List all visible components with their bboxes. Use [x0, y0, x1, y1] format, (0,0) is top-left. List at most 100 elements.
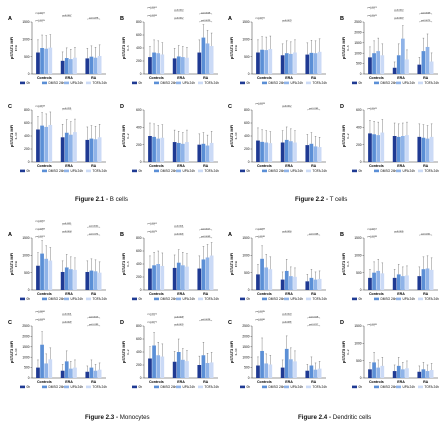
y-axis-unit: IL-2 [346, 133, 350, 139]
error-bar [290, 347, 292, 360]
error-bar [161, 252, 164, 266]
significance-bracket [282, 232, 292, 234]
legend-swatch [374, 385, 379, 389]
bar-dmso-24h [40, 48, 44, 74]
bar-dmso-24h [40, 253, 44, 290]
y-axis-unit: IL-10 [234, 348, 238, 355]
legend-swatch [42, 81, 47, 85]
bar-dmso-24h [284, 139, 289, 162]
error-bar [98, 124, 101, 138]
error-bar [261, 245, 263, 259]
y-axis-label: pSTAT1 MFI [9, 37, 14, 60]
bar-dmso-24h [421, 51, 426, 74]
legend-swatch [306, 297, 311, 301]
category-label: Controls [369, 164, 384, 168]
legend-label: TOFA 24h [313, 385, 328, 389]
error-bar [310, 356, 313, 366]
bar-dmso-24h [309, 143, 314, 162]
bar-dmso-24h [260, 141, 264, 162]
error-bar [41, 34, 43, 48]
bar-tofa-24h [73, 367, 77, 378]
p-value: p=0.0011 [62, 223, 72, 225]
category-label: ERA [397, 164, 405, 168]
bar-tofa-24h [405, 368, 409, 378]
significance-bracket [38, 237, 43, 239]
significance-bracket [174, 317, 184, 319]
bar-dmso-24h [396, 136, 401, 162]
significance-bracket [150, 224, 155, 226]
significance-bracket [87, 325, 100, 327]
p-value: p=0.0015 [89, 316, 99, 318]
legend-swatch [284, 169, 289, 173]
error-bar [281, 43, 284, 56]
bar-upa-24h [313, 279, 318, 290]
significance-bracket [258, 237, 263, 239]
error-bar [373, 261, 375, 273]
bar-upa-24h [156, 53, 161, 74]
error-bar [182, 132, 184, 144]
y-tick-label: 0 [360, 160, 362, 164]
bar-dmso-24h [176, 352, 181, 378]
y-axis-unit: IFNα [234, 44, 238, 51]
y-tick-label: 1500 [242, 345, 249, 349]
significance-bracket [174, 226, 184, 228]
p-value: p=0.0028 [62, 322, 72, 324]
panel-letter: C [228, 104, 232, 110]
significance-bracket [307, 234, 320, 236]
panel-letter: D [340, 104, 344, 110]
bar-upa-24h [425, 268, 430, 290]
legend-swatch [64, 385, 69, 389]
error-bar [65, 254, 68, 268]
bar-tofa-24h [293, 361, 297, 378]
error-bar [94, 259, 97, 272]
p-value: p=0.0019 [394, 18, 404, 20]
bar-tofa-24h [97, 369, 102, 378]
category-label: ERA [177, 380, 185, 384]
error-bar [269, 35, 272, 50]
category-label: ERA [397, 292, 405, 296]
error-bar [290, 128, 292, 142]
panel-letter: B [120, 16, 124, 22]
error-bar [61, 260, 64, 272]
bar-tofa-24h [97, 272, 102, 290]
p-value: p=0.0168 [36, 106, 46, 108]
y-tick-label: 0 [248, 376, 250, 380]
y-tick-label: 600 [136, 33, 142, 37]
y-tick-label: 1500 [354, 236, 361, 240]
error-bar [318, 361, 321, 369]
legend-swatch [64, 169, 69, 173]
error-bar [257, 39, 259, 53]
bar-0h [85, 58, 90, 74]
error-bar [90, 258, 93, 271]
category-label: RA [311, 380, 317, 384]
bar-dmso-24h [89, 270, 94, 290]
category-label: RA [91, 76, 97, 80]
bar-dmso-24h [421, 369, 426, 378]
y-tick-label: 2000 [354, 31, 361, 35]
significance-bracket [150, 322, 155, 324]
bar-upa-24h [425, 46, 430, 74]
significance-bracket [258, 312, 263, 314]
p-value: p=0.0047 [62, 15, 72, 17]
error-bar [74, 359, 76, 368]
bar-dmso-24h [64, 361, 69, 378]
error-bar [41, 331, 43, 345]
category-label: Controls [149, 76, 164, 80]
y-tick-label: 0 [28, 288, 30, 292]
significance-bracket [282, 106, 292, 108]
bar-upa-24h [205, 145, 210, 162]
p-value: p=0.0036 [256, 319, 266, 321]
legend-swatch [132, 385, 137, 389]
bar-tofa-24h [160, 265, 165, 290]
category-label: ERA [397, 380, 405, 384]
y-tick-label: 0 [140, 288, 142, 292]
y-tick-label: 1000 [354, 253, 361, 257]
y-axis-label: pSTAT3 MFI [229, 341, 234, 364]
error-bar [290, 41, 292, 54]
significance-bracket [38, 221, 43, 223]
category-label: Controls [257, 380, 272, 384]
